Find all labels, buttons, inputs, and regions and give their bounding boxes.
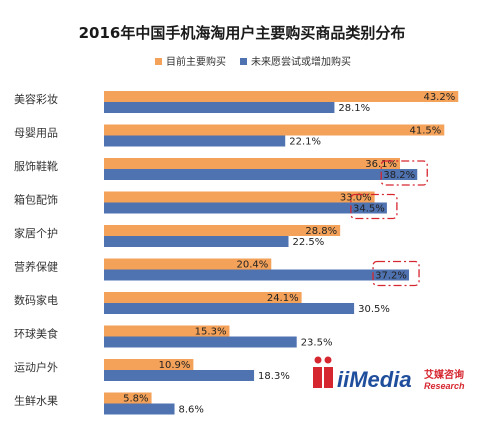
category-label: 家居个护 <box>14 226 58 240</box>
category-label: 环球美食 <box>14 327 58 341</box>
bar-current <box>104 292 302 303</box>
plot-area: 美容彩妆 43.2% 28.1% 母婴用品 41.5% 22.1% 服饰鞋靴 36.1%38.… <box>14 91 459 416</box>
legend-swatch-future <box>240 58 247 65</box>
bar-current <box>104 225 341 236</box>
logo-cn-text: 艾媒咨询 <box>424 368 464 381</box>
bar-current <box>104 91 459 102</box>
value-label-future: 23.5% <box>301 338 333 349</box>
value-label-current: 28.8% <box>305 226 337 237</box>
category-label: 服饰鞋靴 <box>14 159 58 173</box>
category-label: 美容彩妆 <box>14 92 58 106</box>
logo-brand-text: iiMedia <box>337 367 412 392</box>
value-label-future: 37.2% <box>375 271 407 282</box>
category-label: 营养保健 <box>14 260 58 274</box>
bar-future <box>104 336 297 348</box>
bar-current <box>104 258 272 270</box>
iimedia-mark-icon <box>313 356 333 388</box>
value-label-future: 34.5% <box>353 204 385 215</box>
bar-current <box>104 124 445 136</box>
category-label: 运动户外 <box>14 360 58 374</box>
bar-future <box>104 169 418 180</box>
value-label-future: 18.3% <box>258 371 290 382</box>
bar-future <box>104 269 410 281</box>
legend-label-current: 目前主要购买 <box>166 55 226 68</box>
value-label-current: 15.3% <box>195 327 227 338</box>
bar-current <box>104 158 401 169</box>
highlight-box <box>350 193 398 220</box>
chart-title: 2016年中国手机海淘用户主要购买商品类别分布 <box>79 24 406 42</box>
highlight-box <box>372 260 420 287</box>
category-label: 箱包配饰 <box>14 193 58 207</box>
bar-future <box>104 403 175 415</box>
value-label-future: 30.5% <box>358 304 390 315</box>
category-label: 数码家电 <box>14 293 58 307</box>
value-label-future: 28.1% <box>338 103 370 114</box>
category-label: 母婴用品 <box>14 127 58 140</box>
value-label-future: 22.5% <box>293 237 325 248</box>
value-label-current: 20.4% <box>236 260 268 271</box>
legend-label-future: 未来愿尝试或增加购买 <box>251 55 351 68</box>
legend: 目前主要购买 未来愿尝试或增加购买 <box>155 55 351 68</box>
value-label-current: 33.0% <box>340 193 372 204</box>
logo-sub-text: Research <box>424 381 465 391</box>
iimedia-logo: iiMedia 艾媒咨询 Research <box>313 356 465 392</box>
legend-swatch-current <box>155 58 162 65</box>
bar-current <box>104 325 230 337</box>
value-label-future: 8.6% <box>179 405 204 416</box>
highlight-box <box>380 160 428 186</box>
bar-future <box>104 236 289 247</box>
value-label-current: 43.2% <box>423 92 455 103</box>
bar-future <box>104 102 335 113</box>
bar-future <box>104 370 255 381</box>
value-label-current: 24.1% <box>267 293 299 304</box>
value-label-current: 36.1% <box>365 159 397 170</box>
bar-current <box>104 359 194 370</box>
value-label-current: 41.5% <box>410 126 442 137</box>
bar-future <box>104 202 387 214</box>
bar-current <box>104 392 152 404</box>
bar-future <box>104 135 286 147</box>
bar-future <box>104 303 355 314</box>
value-label-current: 10.9% <box>159 360 191 371</box>
value-label-future: 22.1% <box>289 137 321 148</box>
bar-current <box>104 191 375 203</box>
category-label: 生鲜水果 <box>14 394 58 408</box>
value-label-current: 5.8% <box>123 394 148 405</box>
value-label-future: 38.2% <box>383 170 415 181</box>
